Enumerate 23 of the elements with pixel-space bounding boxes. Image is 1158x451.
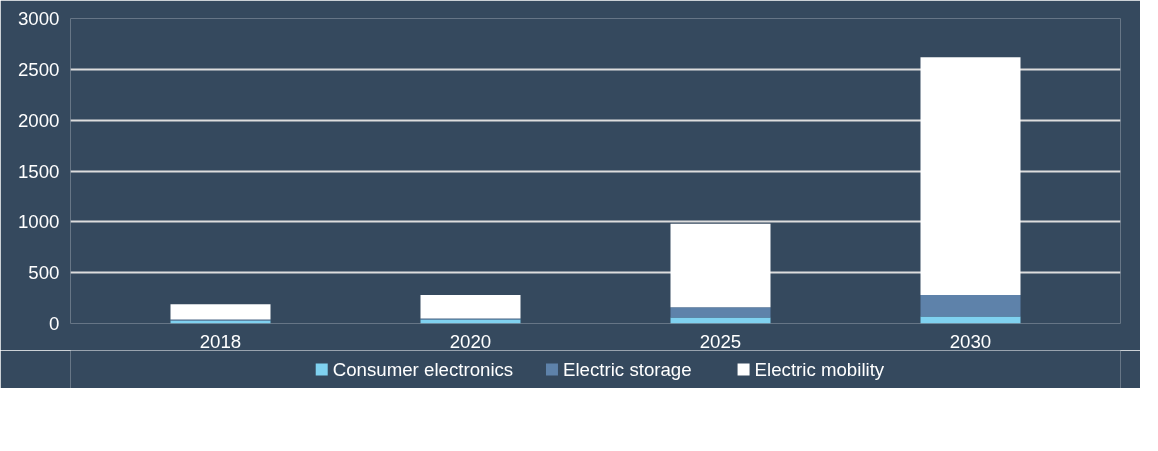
y-tick-label: 1000 [18, 211, 60, 233]
y-tick-label: 2000 [18, 109, 60, 131]
bar [920, 316, 1021, 324]
y-tick-label: 3000 [18, 8, 60, 29]
legend-label: Consumer electronics [332, 359, 514, 380]
y-tick-label: 500 [28, 262, 60, 284]
x-tick-label: 2020 [449, 330, 492, 352]
y-tick-label: 0 [49, 313, 60, 334]
y-tick-label: 1500 [18, 160, 60, 182]
bar [420, 295, 521, 319]
bar [420, 319, 521, 324]
bar [920, 57, 1021, 296]
legend-label: Electric mobility [754, 359, 885, 380]
bar [670, 223, 771, 308]
legend-label: Electric storage [563, 359, 692, 380]
x-tick-label: 2030 [949, 330, 992, 352]
bar [170, 304, 271, 320]
bar [670, 307, 771, 318]
y-tick-label: 2500 [18, 58, 60, 80]
x-tick-label: 2018 [199, 330, 242, 352]
x-tick-label: 2025 [699, 330, 742, 352]
bar [670, 317, 771, 324]
bar [920, 295, 1021, 317]
